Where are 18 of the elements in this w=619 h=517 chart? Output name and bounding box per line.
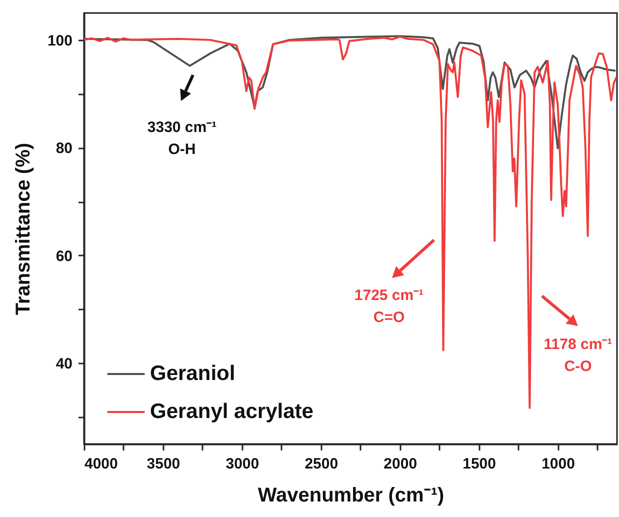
x-tick-label: 3000 (226, 456, 260, 472)
x-tick-label: 2500 (304, 456, 338, 472)
x-tick-label: 1500 (462, 456, 496, 472)
x-tick-label: 4000 (84, 456, 118, 472)
x-tick-label: 3500 (146, 456, 180, 472)
legend-label: Geraniol (150, 362, 236, 385)
annotation: 1178 cm⁻¹ C-O (544, 336, 612, 375)
y-axis-title: Transmittance (%) (12, 142, 34, 316)
legend-label: Geranyl acrylate (150, 400, 314, 423)
y-tick-label: 100 (47, 32, 72, 50)
y-tick-label: 60 (56, 248, 72, 265)
y-tick-label: 40 (56, 356, 72, 373)
x-axis-title: Wavenumber (cm⁻¹) (258, 484, 444, 506)
y-tick-label: 80 (56, 140, 72, 158)
annotation: 1725 cm⁻¹ C=O (354, 287, 424, 326)
x-tick-label: 1000 (542, 456, 575, 472)
annotation: 3330 cm⁻¹ O-H (147, 119, 217, 158)
x-tick-label: 2000 (384, 456, 418, 472)
